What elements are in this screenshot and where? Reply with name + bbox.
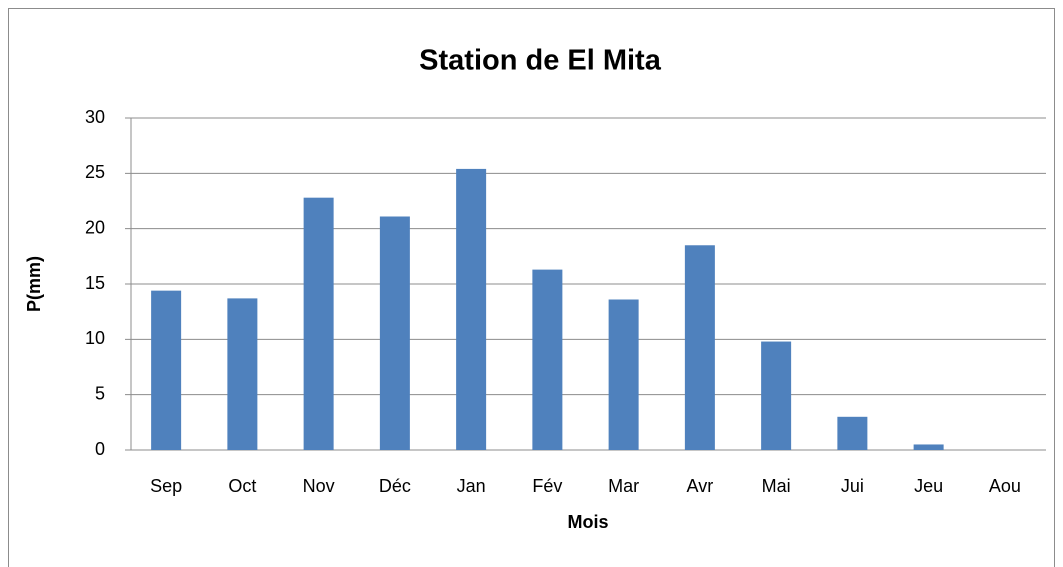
- x-tick-label: Nov: [303, 476, 335, 496]
- bar: [608, 299, 639, 450]
- x-tick-label: Jui: [841, 476, 864, 496]
- y-tick-label: 10: [85, 328, 105, 348]
- bar: [303, 197, 334, 450]
- y-tick-label: 15: [85, 273, 105, 293]
- bar: [151, 290, 182, 450]
- x-tick-label: Déc: [379, 476, 411, 496]
- x-tick-label: Mar: [608, 476, 639, 496]
- chart-border: [8, 8, 1055, 567]
- bar: [456, 168, 487, 450]
- bar: [684, 245, 715, 450]
- x-tick-label: Avr: [687, 476, 714, 496]
- y-tick-label: 20: [85, 217, 105, 237]
- x-tick-label: Oct: [228, 476, 256, 496]
- bar: [227, 298, 258, 450]
- x-axis-title: Mois: [567, 512, 608, 532]
- bar: [379, 216, 410, 450]
- bar: [532, 269, 563, 450]
- bar: [913, 444, 944, 450]
- x-tick-label: Mai: [762, 476, 791, 496]
- chart-title: Station de El Mita: [419, 45, 662, 77]
- y-tick-label: 0: [95, 439, 105, 459]
- y-tick-label: 25: [85, 162, 105, 182]
- y-tick-label: 5: [95, 383, 105, 403]
- x-tick-label: Aou: [989, 476, 1021, 496]
- x-tick-label: Jan: [457, 476, 486, 496]
- x-tick-label: Jeu: [914, 476, 943, 496]
- bar: [761, 341, 792, 450]
- x-tick-label: Sep: [150, 476, 182, 496]
- y-tick-label: 30: [85, 107, 105, 127]
- bar: [837, 416, 868, 450]
- x-tick-label: Fév: [532, 476, 562, 496]
- y-axis-title: P(mm): [24, 256, 44, 312]
